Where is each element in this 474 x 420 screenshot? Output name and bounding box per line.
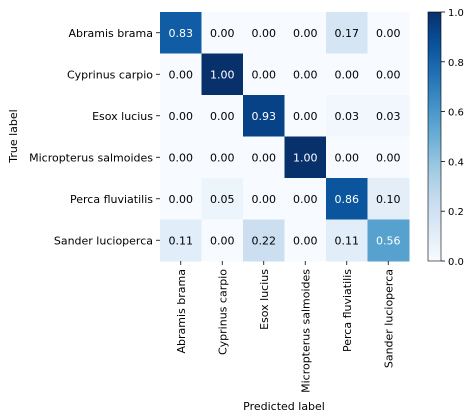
heatmap-cell [243, 219, 285, 262]
cell-value-label: 0.00 [293, 68, 318, 81]
heatmap-cell [326, 178, 368, 220]
heatmap-cell [326, 219, 368, 262]
x-tick-label: Cyprinus carpio [216, 269, 229, 355]
cell-value-label: 0.10 [376, 193, 401, 206]
cell-value-label: 0.93 [252, 110, 277, 123]
y-tick-label: Micropterus salmoides [29, 151, 153, 164]
y-tick-label: Sander lucioperca [54, 234, 153, 247]
cell-value-label: 0.00 [252, 151, 277, 164]
cell-value-label: 0.11 [169, 234, 194, 247]
cell-value-label: 0.00 [293, 27, 318, 40]
colorbar: 0.0 0.2 0.4 0.6 0.8 1.0 [427, 8, 464, 268]
cell-value-label: 1.00 [293, 151, 318, 164]
y-tick-label: Esox lucius [92, 110, 153, 123]
heatmap-cell [284, 136, 327, 179]
heatmap-cell [367, 53, 410, 96]
heatmap-cell [201, 136, 244, 179]
heatmap-cell [243, 178, 285, 220]
cell-value-label: 0.00 [210, 151, 235, 164]
cell-value-label: 0.17 [335, 27, 360, 40]
cell-value-label: 0.86 [335, 193, 360, 206]
cell-value-label: 0.00 [169, 68, 194, 81]
cell-value-label: 0.00 [252, 193, 277, 206]
heatmap-cell [201, 219, 244, 262]
heatmap-cell [367, 12, 410, 54]
cell-value-label: 0.00 [376, 27, 401, 40]
heatmap-cell [243, 53, 285, 96]
colorbar-tick-label: 0.4 [448, 157, 464, 168]
heatmap-cell [160, 95, 202, 137]
cell-value-label: 0.00 [293, 193, 318, 206]
colorbar-tick-label: 0.2 [448, 207, 464, 218]
colorbar-gradient [427, 11, 442, 262]
cell-value-label: 0.03 [335, 110, 360, 123]
heatmap-cell [367, 136, 410, 179]
y-axis-label: True label [7, 109, 20, 163]
heatmap-cell [201, 95, 244, 137]
cell-value-label: 0.00 [376, 68, 401, 81]
colorbar-tick-label: 0.6 [448, 108, 464, 119]
x-axis-ticks: Abramis brama Cyprinus carpio Esox lucius M… [175, 261, 395, 393]
cell-value-label: 0.00 [169, 151, 194, 164]
heatmap-cell [243, 95, 285, 137]
cell-value-label: 0.00 [335, 68, 360, 81]
cell-value-label: 0.00 [335, 151, 360, 164]
cell-value-label: 0.05 [210, 193, 235, 206]
cell-value-label: 0.00 [210, 110, 235, 123]
heatmap-cell [326, 136, 368, 179]
x-axis-label: Predicted label [243, 400, 325, 413]
x-tick-label: Sander lucioperca [382, 269, 395, 368]
cell-value-label: 0.00 [210, 234, 235, 247]
cell-value-label: 1.00 [210, 68, 235, 81]
heatmap-cell [326, 95, 368, 137]
heatmap-cell [201, 178, 244, 220]
heatmap-cell [160, 219, 202, 262]
colorbar-tick-label: 0.8 [448, 58, 464, 69]
heatmap-cell [284, 219, 327, 262]
heatmap-cell [367, 219, 410, 262]
cell-value-label: 0.00 [252, 27, 277, 40]
heatmap-cell [160, 136, 202, 179]
cell-value-label: 0.00 [376, 151, 401, 164]
heatmap-cell [284, 95, 327, 137]
heatmap-cell [326, 53, 368, 96]
cell-value-label: 0.00 [293, 234, 318, 247]
heatmap-cells [160, 12, 410, 262]
heatmap-cell [284, 12, 327, 54]
cell-value-label: 0.00 [293, 110, 318, 123]
heatmap-cell [367, 178, 410, 220]
heatmap-cell [326, 12, 368, 54]
x-tick-label: Esox lucius [258, 269, 271, 330]
y-tick-label: Abramis brama [69, 27, 153, 40]
heatmap-cell [243, 12, 285, 54]
cell-value-label: 0.56 [376, 234, 401, 247]
cell-value-label: 0.00 [210, 27, 235, 40]
heatmap-cell [160, 178, 202, 220]
heatmap-cell [160, 12, 202, 54]
y-axis-ticks: Abramis brama Cyprinus carpio Esox lucius M… [29, 27, 160, 247]
colorbar-tick-label: 0.0 [448, 257, 464, 268]
heatmap-cell [243, 136, 285, 179]
colorbar-tick-label: 1.0 [448, 8, 464, 19]
x-tick-label: Micropterus salmoides [299, 269, 312, 393]
heatmap-cell [160, 53, 202, 96]
cell-value-label: 0.83 [169, 27, 194, 40]
cell-value-label: 0.00 [252, 68, 277, 81]
y-tick-label: Cyprinus carpio [67, 68, 153, 81]
cell-value-label: 0.11 [335, 234, 360, 247]
heatmap-cell-labels: 0.83 0.00 0.00 0.00 0.17 0.00 0.00 1.00 0.00 0.00… [169, 27, 401, 248]
heatmap-cell [201, 12, 244, 54]
heatmap-cell [284, 178, 327, 220]
cell-value-label: 0.22 [252, 234, 277, 247]
heatmap-cell [367, 95, 410, 137]
x-tick-label: Abramis brama [175, 269, 188, 353]
cell-value-label: 0.00 [169, 110, 194, 123]
y-tick-label: Perca fluviatilis [70, 193, 153, 206]
cell-value-label: 0.00 [169, 193, 194, 206]
heatmap-cell [201, 53, 244, 96]
heatmap-cell [284, 53, 327, 96]
cell-value-label: 0.03 [376, 110, 401, 123]
x-tick-label: Perca fluviatilis [341, 269, 354, 352]
